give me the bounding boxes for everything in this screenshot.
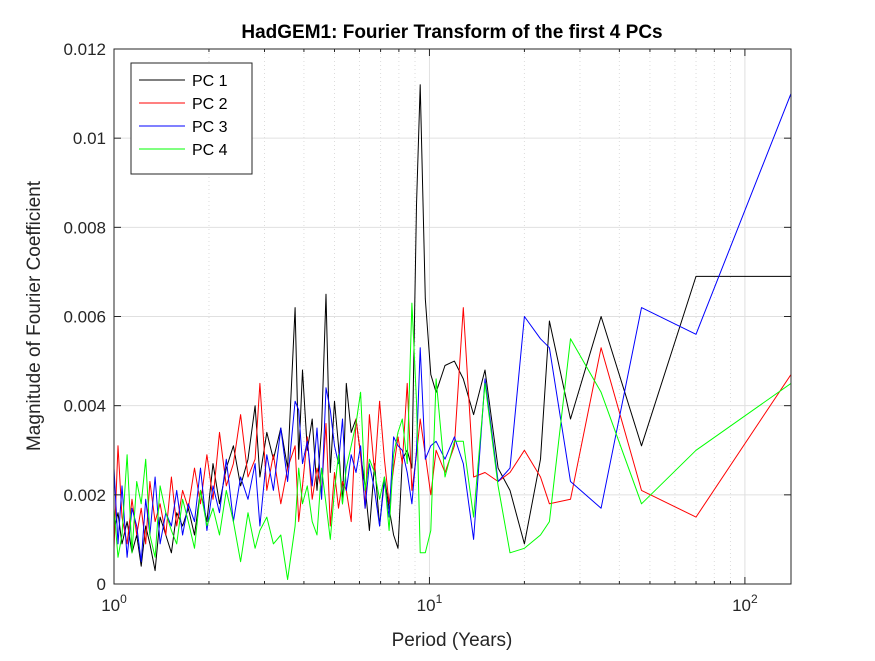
- y-tick-label: 0.008: [63, 218, 106, 237]
- y-tick-label: 0.006: [63, 308, 106, 327]
- grid: [114, 49, 791, 584]
- series-line-pc2: [114, 307, 791, 549]
- legend-label-pc4: PC 4: [192, 142, 228, 159]
- legend-label-pc2: PC 2: [192, 96, 228, 113]
- y-tick-label: 0.012: [63, 40, 106, 59]
- y-axis-label: Magnitude of Fourier Coefficient: [24, 180, 45, 451]
- y-tick-label: 0.002: [63, 486, 106, 505]
- x-tick-label: 100: [101, 592, 127, 615]
- y-tick-label: 0.004: [63, 397, 106, 416]
- legend: PC 1 PC 2 PC 3 PC 4: [130, 62, 253, 175]
- legend-box: [130, 62, 253, 175]
- x-axis-label: Period (Years): [392, 630, 513, 651]
- x-tick-label: 101: [417, 592, 443, 615]
- legend-label-pc3: PC 3: [192, 119, 228, 136]
- series-lines: [114, 84, 791, 580]
- series-line-pc4: [114, 302, 791, 580]
- y-tick-label: 0: [97, 575, 106, 594]
- x-tick-labels: 100 101 102: [101, 592, 758, 615]
- legend-label-pc1: PC 1: [192, 73, 228, 90]
- x-tick-label: 102: [732, 592, 758, 615]
- y-tick-label: 0.01: [73, 129, 106, 148]
- tick-marks: [113, 48, 791, 585]
- legend-items: PC 1 PC 2 PC 3 PC 4: [139, 73, 228, 159]
- chart-title: HadGEM1: Fourier Transform of the first …: [241, 22, 662, 43]
- y-tick-labels: 0 0.002 0.004 0.006 0.008 0.01 0.012: [63, 40, 106, 594]
